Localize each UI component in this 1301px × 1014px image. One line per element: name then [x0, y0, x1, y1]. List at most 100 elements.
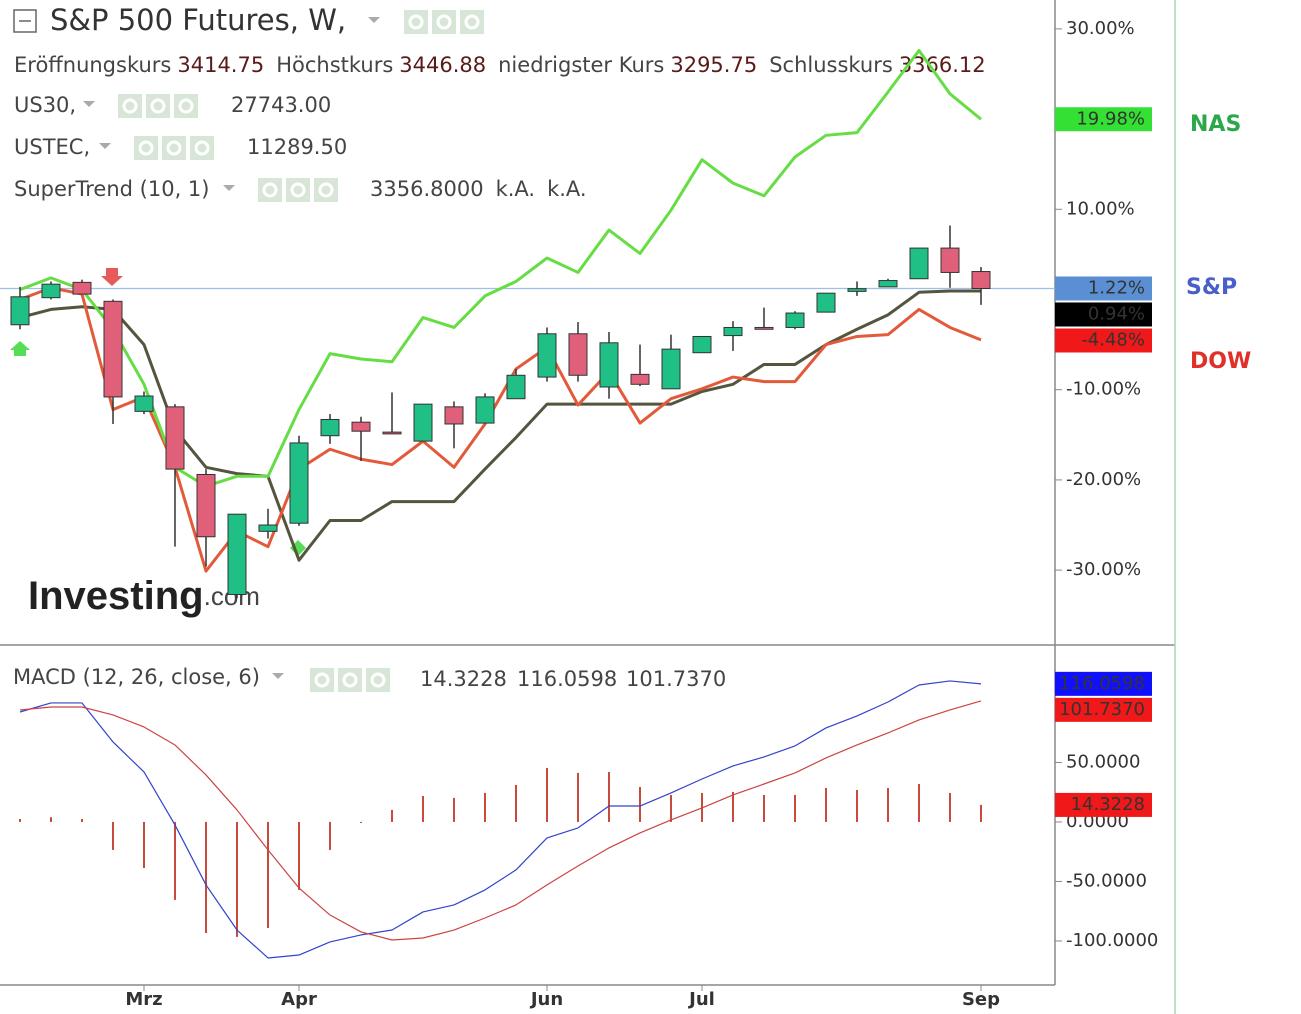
icon-button[interactable]: [460, 10, 484, 34]
macd-title: MACD (12, 26, close, 6): [13, 665, 260, 689]
icon-button[interactable]: [314, 178, 338, 202]
dropdown-caret: [83, 101, 95, 107]
icon-button[interactable]: [338, 668, 362, 692]
candle-body: [103, 300, 123, 398]
candle-body: [289, 442, 309, 524]
histogram-bar: [453, 797, 455, 822]
y-tick-label: 30.00%: [1066, 18, 1135, 39]
candle-body: [754, 326, 774, 330]
price-tag-label: 19.98%: [1076, 108, 1145, 129]
price-tag-label: 101.7370: [1059, 699, 1145, 720]
icon-button[interactable]: [118, 94, 142, 118]
histogram-bar: [143, 821, 145, 869]
icon-button[interactable]: [190, 136, 214, 160]
icon-glyph: [290, 182, 306, 198]
price-tag-label: 1.22%: [1088, 277, 1145, 298]
icon-button[interactable]: [258, 178, 282, 202]
histogram-bar: [670, 794, 672, 822]
histogram-bar: [236, 821, 238, 937]
histogram-bar: [825, 787, 827, 822]
candle-body: [661, 348, 681, 390]
indicator-values: 11289.50: [247, 135, 347, 159]
candle-body: [444, 406, 464, 425]
price-tag: [1055, 328, 1152, 353]
indicator-value: k.A.: [496, 177, 536, 201]
y-tick-label: -30.00%: [1066, 559, 1141, 580]
price-tag: [1055, 276, 1152, 301]
candle-body: [692, 335, 712, 354]
watermark-text: Investing.com: [28, 574, 260, 618]
histogram-bar: [112, 821, 114, 850]
dropdown-caret: [368, 17, 380, 23]
price-tag-label: -4.48%: [1081, 329, 1145, 350]
candle-body: [785, 312, 805, 328]
indicator-name: USTEC,: [14, 135, 90, 159]
macd-value: 14.3228: [420, 667, 507, 691]
indicator-values: 27743.00: [231, 93, 331, 117]
series-line: [19, 289, 981, 562]
icon-glyph: [138, 140, 154, 156]
ohlc-label: Eröffnungskurs: [14, 53, 171, 77]
ohlc-value: 3295.75: [670, 53, 757, 77]
histogram-bar: [608, 771, 610, 822]
icon-glyph: [408, 14, 424, 30]
macd-value: 116.0598: [517, 667, 617, 691]
candle-body: [165, 406, 185, 470]
icon-glyph: [464, 14, 480, 30]
sell-signal: [101, 268, 123, 286]
histogram-bar: [732, 791, 734, 822]
indicator-value: 27743.00: [231, 93, 331, 117]
candle-body: [940, 247, 960, 273]
icon-button[interactable]: [432, 10, 456, 34]
series-name: DOW: [1190, 349, 1251, 374]
series-name: NAS: [1190, 112, 1241, 137]
collapse-box[interactable]: [13, 9, 37, 33]
icon-glyph: [318, 182, 334, 198]
candle-body: [134, 395, 154, 412]
icon-button[interactable]: [174, 94, 198, 118]
series-line: [19, 49, 982, 488]
ohlc-value: 3414.75: [177, 53, 264, 77]
histogram-bar: [515, 784, 517, 822]
candle-body: [630, 373, 650, 385]
indicator-values: 3356.8000 k.A. k.A.: [370, 177, 587, 201]
candle-body: [72, 281, 92, 295]
indicator-value: 11289.50: [247, 135, 347, 159]
candle-body: [847, 288, 867, 292]
candle-body: [568, 333, 588, 376]
ohlc-value: 3446.88: [399, 53, 486, 77]
y-tick-label: 10.00%: [1066, 198, 1135, 219]
buy-signal: [10, 341, 30, 356]
histogram-bar: [763, 794, 765, 822]
icon-glyph: [314, 672, 330, 688]
histogram-bar: [422, 796, 424, 822]
candle-body: [351, 421, 371, 432]
watermark: Investing.com: [28, 574, 260, 618]
candle-body: [909, 247, 929, 280]
x-tick-label: Mrz: [125, 989, 162, 1010]
icon-glyph: [150, 98, 166, 114]
histogram-bar: [546, 767, 548, 822]
icon-glyph: [262, 182, 278, 198]
candle-body: [41, 283, 61, 299]
y-tick-label: 50.0000: [1066, 751, 1140, 772]
candle-body: [537, 333, 557, 378]
histogram-bar: [918, 783, 920, 822]
icon-button[interactable]: [134, 136, 158, 160]
histogram-bar: [980, 804, 982, 822]
icon-glyph: [178, 98, 194, 114]
candle-body: [413, 403, 433, 442]
histogram-bar: [484, 792, 486, 822]
icon-button[interactable]: [162, 136, 186, 160]
series-name: S&P: [1186, 275, 1237, 300]
dropdown-caret: [99, 143, 111, 149]
icon-button[interactable]: [286, 178, 310, 202]
icon-button[interactable]: [146, 94, 170, 118]
candle-body: [382, 431, 402, 435]
histogram-bar: [360, 821, 362, 823]
icon-button[interactable]: [310, 668, 334, 692]
icon-button[interactable]: [366, 668, 390, 692]
histogram-bar: [329, 821, 331, 850]
icon-button[interactable]: [404, 10, 428, 34]
